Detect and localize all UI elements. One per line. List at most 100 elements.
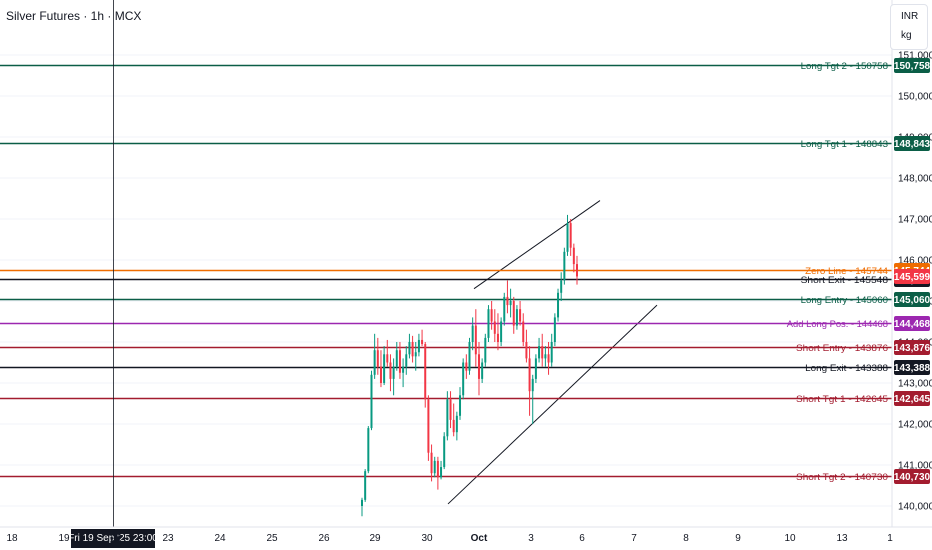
candle bbox=[462, 358, 465, 400]
level-badge-label: 144,468 bbox=[894, 319, 931, 330]
price-tick-label: 151,000 bbox=[898, 51, 932, 62]
candle-body bbox=[484, 337, 487, 363]
level-badge bbox=[894, 58, 930, 73]
candle-body bbox=[465, 362, 468, 371]
unit-selector[interactable]: INR kg bbox=[890, 4, 928, 50]
last-price-badge bbox=[894, 269, 930, 284]
price-tick-label: 143,000 bbox=[898, 379, 932, 390]
candle-body bbox=[367, 428, 370, 472]
time-tick-label: 24 bbox=[214, 533, 226, 544]
candle-body bbox=[452, 419, 455, 433]
candle bbox=[398, 342, 401, 379]
candle-body bbox=[560, 280, 563, 293]
level-badge-label: 140,730 bbox=[894, 472, 931, 483]
candle bbox=[477, 342, 480, 396]
candle bbox=[496, 313, 499, 351]
time-tick-label: 10 bbox=[784, 533, 796, 544]
candle bbox=[414, 342, 417, 371]
candle bbox=[449, 391, 452, 429]
candle bbox=[515, 305, 518, 330]
candle bbox=[421, 329, 424, 347]
candle-body bbox=[417, 339, 420, 353]
level-badge bbox=[894, 340, 930, 355]
time-tick-label: 22 bbox=[110, 533, 122, 544]
candle bbox=[525, 329, 528, 363]
time-tick-label: 9 bbox=[735, 533, 741, 544]
time-axis[interactable]: 18 19 22 23 24 25 26 29 30 Oct 3 6 7 8 9 10 13 1 bbox=[0, 526, 932, 544]
candle bbox=[402, 358, 405, 388]
candle-body bbox=[477, 354, 480, 379]
candle-body bbox=[446, 399, 449, 437]
time-tick-label: 8 bbox=[683, 533, 689, 544]
candle-body bbox=[525, 342, 528, 359]
candle bbox=[468, 337, 471, 375]
candle-body bbox=[459, 395, 462, 416]
candle bbox=[417, 333, 420, 357]
candle-body bbox=[440, 467, 443, 478]
candle bbox=[569, 219, 572, 256]
candle bbox=[563, 247, 566, 285]
candle bbox=[531, 374, 534, 424]
price-axis[interactable]: 140,000141,000142,000143,000144,000145,0… bbox=[891, 0, 932, 527]
candle bbox=[433, 456, 436, 478]
candle-body bbox=[557, 292, 560, 318]
level-badge bbox=[894, 469, 930, 484]
candle bbox=[376, 337, 379, 375]
candle-body bbox=[500, 321, 503, 342]
candle-body bbox=[398, 350, 401, 373]
candle-body bbox=[449, 399, 452, 420]
candle-body bbox=[402, 366, 405, 373]
candle bbox=[386, 339, 389, 367]
candle-body bbox=[414, 352, 417, 357]
candle-body bbox=[490, 309, 493, 322]
candle-body bbox=[436, 460, 439, 478]
candle bbox=[541, 333, 544, 367]
level-badge-label: 145,060 bbox=[894, 295, 931, 306]
currency-label[interactable]: INR bbox=[901, 11, 919, 22]
level-badge-label: 150,758 bbox=[894, 61, 931, 72]
candle-body bbox=[411, 342, 414, 357]
candle-body bbox=[566, 223, 569, 252]
candle bbox=[572, 243, 575, 273]
candle-body bbox=[569, 223, 572, 248]
candle-body bbox=[395, 350, 398, 367]
candle-body bbox=[481, 362, 484, 379]
candle bbox=[538, 337, 541, 363]
candle bbox=[443, 432, 446, 470]
candle bbox=[544, 346, 547, 367]
channel-upper-line bbox=[473, 200, 601, 290]
candle-body bbox=[433, 460, 436, 474]
level-label: Short Tgt 2 - 140730 bbox=[796, 472, 888, 482]
candle bbox=[550, 333, 553, 367]
candle-body bbox=[383, 354, 386, 383]
time-tick-label: 7 bbox=[631, 533, 637, 544]
level-lines: Long Tgt 2 - 150758 Long Tgt 1 - 148843 Ze… bbox=[0, 61, 892, 482]
candle-body bbox=[572, 247, 575, 265]
candle-body bbox=[509, 301, 512, 306]
candle-body bbox=[487, 309, 490, 338]
quantity-unit-label[interactable]: kg bbox=[901, 30, 912, 41]
time-tick-label: 19 bbox=[58, 533, 70, 544]
price-tick-label: 148,000 bbox=[898, 174, 932, 185]
candle bbox=[471, 317, 474, 351]
time-tick-label: 18 bbox=[6, 533, 18, 544]
candle-body bbox=[376, 350, 379, 367]
candle bbox=[389, 354, 392, 392]
chart-title: Silver Futures · 1h · MCX bbox=[6, 9, 142, 23]
candle-body bbox=[576, 264, 578, 277]
candle-body bbox=[392, 366, 395, 379]
candle-body bbox=[462, 362, 465, 396]
candle-body bbox=[512, 301, 515, 326]
candle bbox=[392, 358, 395, 396]
candle-body bbox=[443, 436, 446, 468]
level-badge-label: 148,843 bbox=[894, 139, 931, 150]
candle bbox=[465, 354, 468, 379]
candle-body bbox=[389, 362, 392, 379]
candle bbox=[452, 403, 455, 437]
candle-body bbox=[534, 358, 537, 379]
candle-body bbox=[421, 339, 424, 345]
level-label: Long Entry - 145060 bbox=[801, 295, 888, 305]
candle bbox=[383, 346, 386, 386]
